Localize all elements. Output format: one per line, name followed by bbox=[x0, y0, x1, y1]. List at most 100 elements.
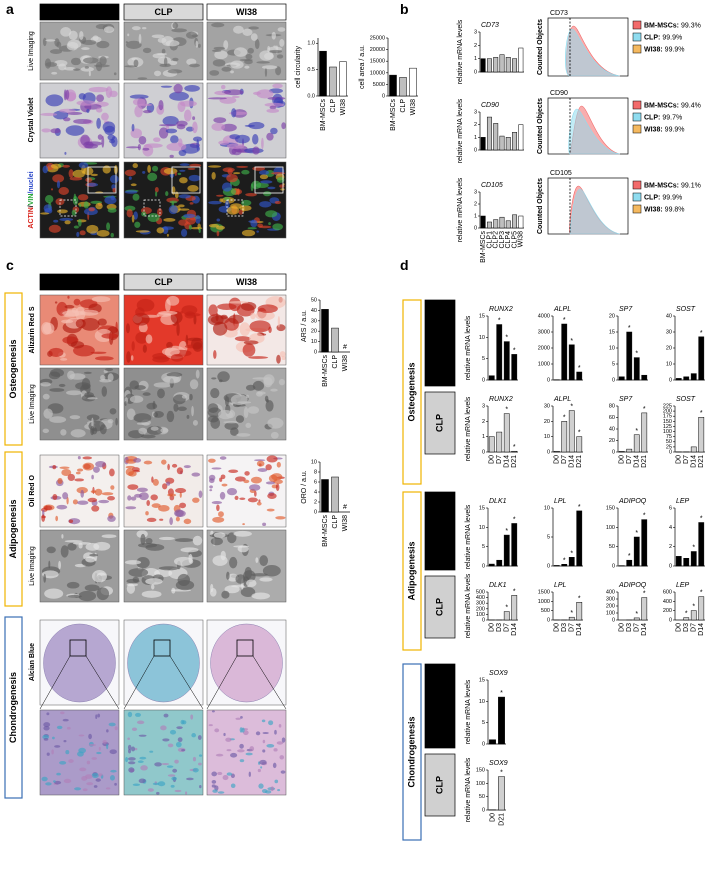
photo-texture bbox=[276, 741, 284, 745]
y-axis-label: relative mRNA levels bbox=[465, 315, 472, 380]
photo-texture bbox=[95, 460, 106, 468]
photo-texture bbox=[40, 212, 50, 215]
histogram-title: CD90 bbox=[550, 90, 568, 97]
photo-texture bbox=[133, 211, 138, 220]
y-tick-label: 5 bbox=[612, 361, 615, 367]
photo-texture bbox=[142, 171, 146, 174]
x-tick-label: WI38 bbox=[410, 99, 417, 115]
row-label-part: /nuclei bbox=[28, 171, 35, 193]
photo-texture bbox=[83, 371, 92, 374]
bar bbox=[641, 519, 648, 567]
y-tick-label: 15 bbox=[479, 505, 485, 511]
photo-texture bbox=[191, 34, 199, 38]
photo-texture bbox=[239, 743, 244, 749]
photo-texture bbox=[197, 43, 201, 48]
photo-texture bbox=[103, 26, 115, 33]
photo-texture bbox=[48, 224, 61, 233]
photo-texture bbox=[230, 60, 244, 69]
chart-title: LPL bbox=[554, 582, 567, 589]
photo-texture bbox=[192, 535, 203, 546]
photo-texture bbox=[78, 162, 89, 169]
photo-texture bbox=[250, 312, 256, 320]
photo-texture bbox=[240, 716, 243, 719]
photo-texture bbox=[238, 209, 244, 215]
bar bbox=[511, 595, 518, 621]
micrograph bbox=[206, 709, 287, 796]
photo-texture bbox=[281, 122, 286, 130]
photo-texture bbox=[129, 395, 144, 403]
photo-texture bbox=[256, 501, 262, 506]
photo-texture bbox=[73, 298, 81, 306]
header-box bbox=[39, 3, 120, 21]
photo-texture bbox=[147, 172, 158, 182]
photo-texture bbox=[279, 39, 285, 47]
photo-texture bbox=[225, 737, 232, 742]
photo-texture bbox=[167, 774, 176, 777]
photo-texture bbox=[226, 571, 230, 580]
photo-texture bbox=[48, 347, 64, 357]
photo-texture bbox=[241, 169, 250, 175]
bar bbox=[683, 558, 690, 567]
photo-texture bbox=[147, 788, 154, 792]
y-tick-label: 500 bbox=[541, 608, 550, 614]
y-tick-label: 300 bbox=[476, 601, 485, 607]
photo-texture bbox=[140, 533, 146, 545]
photo-texture bbox=[157, 781, 166, 787]
photo-texture bbox=[198, 490, 203, 498]
photo-texture bbox=[179, 169, 186, 172]
photo-texture bbox=[109, 408, 117, 415]
photo-texture bbox=[214, 50, 228, 60]
x-tick-label: D7 bbox=[634, 623, 641, 632]
photo-texture bbox=[275, 483, 280, 491]
y-tick-label: 2 bbox=[474, 43, 477, 49]
photo-texture bbox=[84, 143, 98, 149]
photo-texture bbox=[161, 226, 174, 230]
photo-texture bbox=[115, 417, 118, 426]
photo-texture bbox=[166, 233, 169, 237]
photo-texture bbox=[86, 108, 90, 113]
photo-texture bbox=[151, 584, 155, 590]
photo-texture bbox=[254, 38, 260, 50]
micrograph bbox=[206, 367, 287, 441]
photo-texture bbox=[104, 125, 116, 136]
photo-texture bbox=[258, 783, 264, 789]
y-tick-label: 0 bbox=[547, 449, 550, 455]
chart-title: SOST bbox=[676, 396, 696, 403]
value-label: * bbox=[635, 611, 638, 618]
photo-texture bbox=[70, 57, 81, 66]
photo-texture bbox=[45, 62, 58, 67]
row-label: Oil Red O bbox=[29, 475, 36, 507]
photo-background bbox=[207, 710, 286, 795]
photo-texture bbox=[88, 71, 91, 77]
photo-border bbox=[123, 294, 204, 366]
value-label: * bbox=[563, 414, 566, 421]
photo-texture bbox=[217, 771, 223, 776]
photo-texture bbox=[272, 83, 283, 89]
x-tick-label: D3 bbox=[626, 623, 633, 632]
photo-texture bbox=[99, 424, 107, 435]
group-box bbox=[402, 299, 422, 485]
photo-texture bbox=[264, 102, 285, 107]
photo-texture bbox=[222, 775, 229, 781]
photo-texture bbox=[138, 734, 147, 737]
photo-texture bbox=[172, 57, 179, 62]
photo-texture bbox=[252, 377, 268, 380]
photo-texture bbox=[57, 209, 68, 214]
photo-texture bbox=[261, 719, 266, 723]
photo-texture bbox=[166, 341, 173, 349]
panel-label: d bbox=[400, 257, 409, 273]
photo-texture bbox=[239, 497, 246, 501]
photo-texture bbox=[207, 403, 219, 414]
photo-texture bbox=[189, 379, 199, 390]
photo-texture bbox=[211, 172, 216, 180]
photo-border bbox=[39, 619, 120, 706]
chart-title: ADIPOQ bbox=[618, 498, 647, 505]
micrograph bbox=[206, 454, 287, 528]
photo-texture bbox=[192, 497, 200, 503]
cell-label: BM-MSCs bbox=[434, 322, 444, 364]
photo-texture bbox=[176, 726, 183, 730]
photo-texture bbox=[92, 35, 99, 41]
x-tick-label: WI38 bbox=[518, 231, 525, 247]
photo-texture bbox=[239, 759, 245, 763]
